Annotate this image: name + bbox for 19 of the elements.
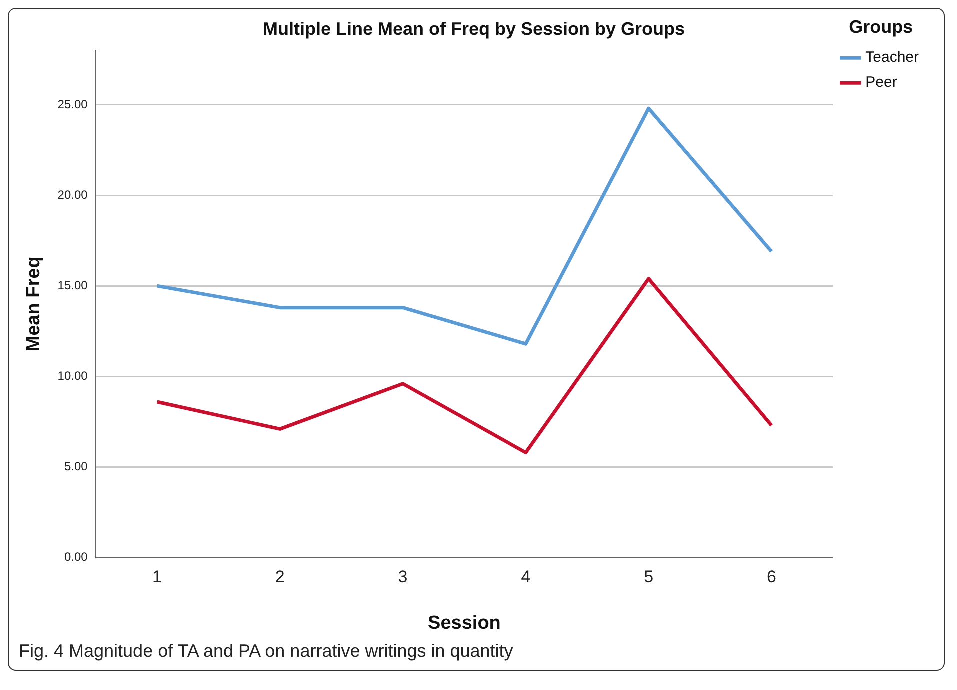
- x-tick-label: 1: [152, 568, 162, 587]
- legend-label: Peer: [866, 74, 898, 92]
- y-tick-label: 25.00: [58, 97, 88, 112]
- x-tick-label: 6: [766, 568, 776, 587]
- x-tick-label: 4: [521, 568, 531, 587]
- x-tick-label: 5: [644, 568, 654, 587]
- legend-label: Teacher: [866, 49, 920, 66]
- y-tick-label: 0.00: [64, 550, 88, 564]
- legend-title: Groups: [849, 16, 914, 37]
- y-axis-title: Mean Freq: [24, 256, 45, 352]
- y-tick-label: 10.00: [58, 368, 88, 383]
- chart-title: Multiple Line Mean of Freq by Session by Groups: [262, 18, 686, 39]
- x-axis-title: Session: [428, 612, 501, 634]
- x-tick-label: 2: [275, 568, 285, 587]
- caption: Fig. 4 Magnitude of TA and PA on narrative writings in quantity: [18, 640, 514, 663]
- x-tick-label: 3: [398, 568, 408, 587]
- y-tick-label: 5.00: [64, 460, 88, 474]
- y-tick-label: 15.00: [58, 278, 88, 292]
- y-tick-label: 20.00: [58, 188, 88, 202]
